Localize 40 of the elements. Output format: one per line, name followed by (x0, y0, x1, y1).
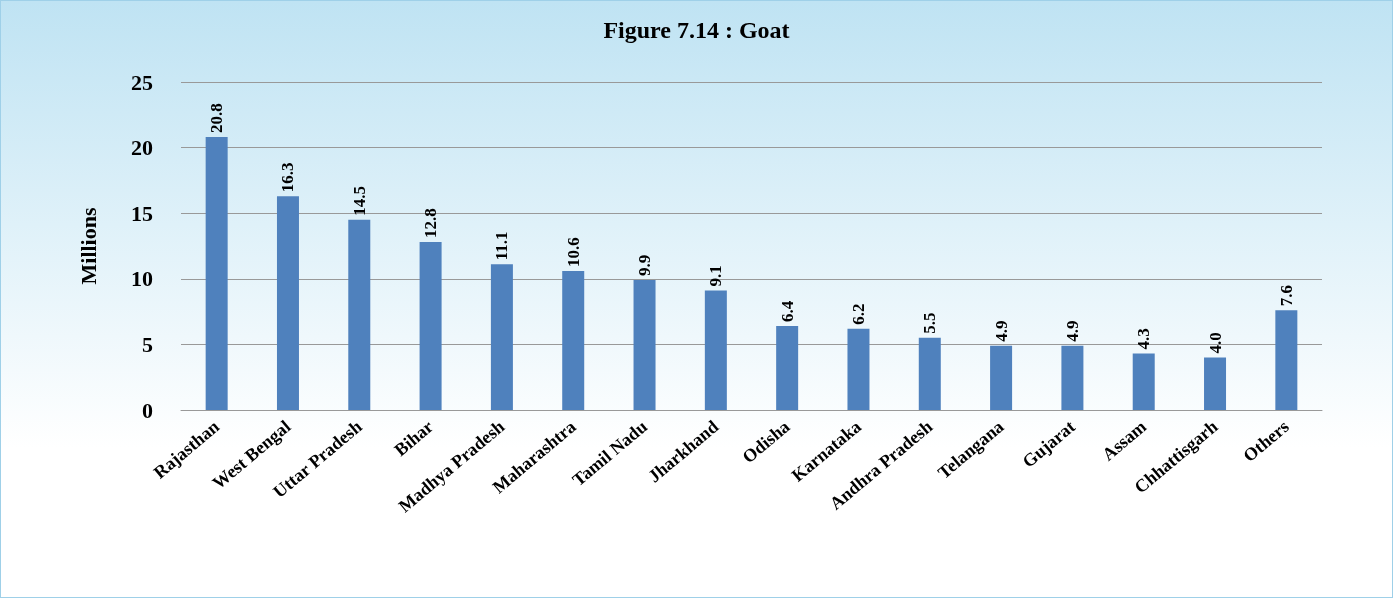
bar (990, 345, 1013, 410)
data-label: 6.4 (777, 300, 797, 323)
bar (348, 219, 371, 410)
data-label: 10.6 (563, 237, 583, 267)
data-label: 14.5 (349, 186, 369, 216)
data-label: 11.1 (492, 231, 512, 261)
y-tick-label: 20 (131, 135, 153, 161)
y-tick-label: 0 (142, 397, 153, 423)
bar (918, 337, 941, 410)
y-tick-label: 10 (131, 266, 153, 292)
data-label: 9.1 (706, 265, 726, 287)
chart-title: Figure 7.14 : Goat (603, 17, 790, 43)
bar (1275, 310, 1298, 410)
bar (419, 242, 442, 410)
y-axis-title: Millions (75, 207, 101, 285)
data-label: 5.5 (920, 312, 940, 334)
y-tick-label: 15 (131, 200, 153, 226)
bar (1132, 353, 1155, 410)
bar (776, 326, 799, 410)
bar (847, 328, 870, 410)
data-label: 20.8 (207, 103, 227, 134)
bar (704, 290, 727, 410)
data-label: 9.9 (635, 254, 655, 277)
bar (562, 270, 585, 410)
data-label: 4.9 (1062, 320, 1082, 342)
bar (1204, 357, 1227, 410)
data-label: 6.2 (848, 303, 868, 325)
data-label: 16.3 (278, 162, 298, 193)
data-label: 7.6 (1276, 285, 1296, 307)
bar (633, 280, 656, 410)
y-tick-label: 5 (142, 331, 153, 357)
data-label: 4.9 (991, 320, 1011, 342)
data-label: 4.3 (1134, 328, 1154, 350)
bar (205, 137, 228, 410)
data-label: 4.0 (1205, 332, 1225, 354)
bar (1061, 345, 1084, 410)
bar (490, 264, 513, 410)
y-tick-label: 25 (131, 69, 153, 95)
data-label: 12.8 (421, 208, 441, 239)
bar (276, 196, 299, 410)
